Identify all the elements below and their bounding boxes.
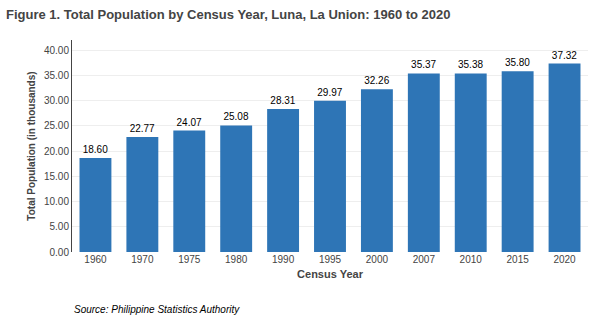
svg-text:2000: 2000	[366, 254, 389, 265]
svg-text:1960: 1960	[84, 254, 107, 265]
svg-text:29.97: 29.97	[317, 87, 342, 98]
svg-text:1990: 1990	[272, 254, 295, 265]
svg-text:24.07: 24.07	[177, 117, 202, 128]
svg-text:22.77: 22.77	[130, 123, 155, 134]
svg-text:2020: 2020	[553, 254, 576, 265]
svg-text:35.80: 35.80	[505, 57, 530, 68]
svg-text:35.00: 35.00	[44, 70, 69, 81]
svg-text:0.00: 0.00	[50, 247, 70, 258]
svg-text:35.38: 35.38	[458, 59, 483, 70]
svg-text:Figure 1. Total Population by: Figure 1. Total Population by Census Yea…	[6, 7, 451, 22]
svg-text:25.00: 25.00	[44, 120, 69, 131]
svg-text:2015: 2015	[507, 254, 530, 265]
svg-text:32.26: 32.26	[364, 75, 389, 86]
svg-text:10.00: 10.00	[44, 196, 69, 207]
svg-text:15.00: 15.00	[44, 171, 69, 182]
svg-text:1980: 1980	[225, 254, 248, 265]
svg-text:1995: 1995	[319, 254, 342, 265]
svg-text:25.08: 25.08	[223, 111, 248, 122]
svg-text:20.00: 20.00	[44, 146, 69, 157]
svg-text:Source: Philippine Statistics: Source: Philippine Statistics Authority	[74, 304, 240, 315]
svg-text:37.32: 37.32	[552, 50, 577, 61]
svg-text:1970: 1970	[131, 254, 154, 265]
svg-text:2007: 2007	[413, 254, 436, 265]
svg-text:Total Population (in thousands: Total Population (in thousands)	[26, 71, 37, 220]
svg-text:1975: 1975	[178, 254, 201, 265]
svg-text:28.31: 28.31	[270, 95, 295, 106]
svg-text:2010: 2010	[460, 254, 483, 265]
svg-text:40.00: 40.00	[44, 45, 69, 56]
svg-text:30.00: 30.00	[44, 95, 69, 106]
svg-text:5.00: 5.00	[50, 221, 70, 232]
svg-text:35.37: 35.37	[411, 59, 436, 70]
svg-text:Census Year: Census Year	[297, 268, 364, 280]
svg-text:18.60: 18.60	[83, 144, 108, 155]
